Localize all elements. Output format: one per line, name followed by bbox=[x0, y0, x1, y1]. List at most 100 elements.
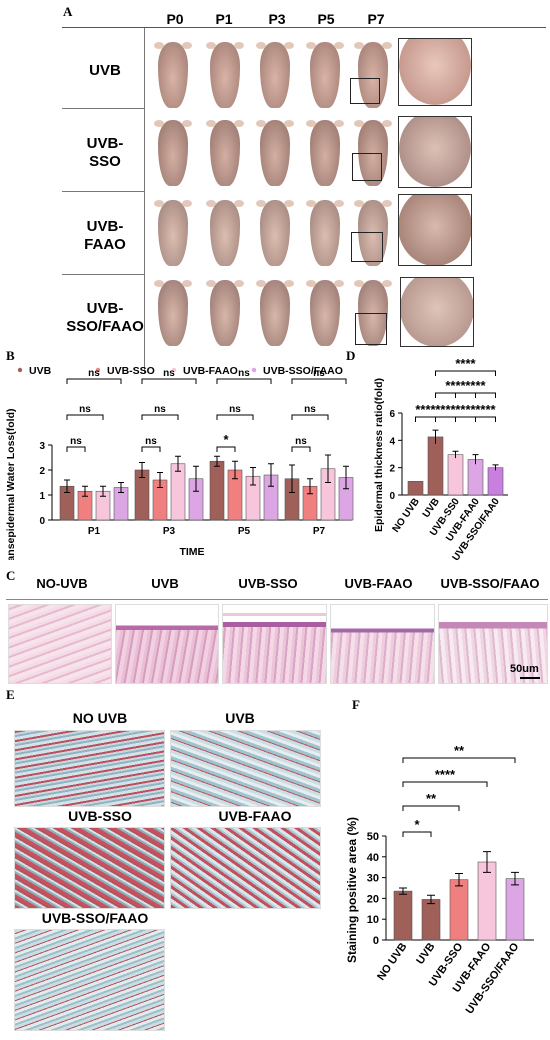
zoom-inset-uvb-sso-faao bbox=[400, 277, 474, 347]
zoom-region-box bbox=[355, 313, 387, 345]
mouse-ear bbox=[354, 120, 364, 127]
mouse-photo bbox=[210, 42, 240, 108]
sig-b-bracket bbox=[66, 446, 86, 452]
mouse-ear bbox=[284, 200, 294, 207]
mouse-ear bbox=[284, 280, 294, 287]
sig-f-bracket bbox=[402, 757, 516, 763]
y-tick-label: 10 bbox=[367, 914, 379, 926]
panel-e-letter: E bbox=[6, 687, 15, 702]
y-tick-label: 20 bbox=[367, 893, 379, 905]
error-bar bbox=[427, 894, 435, 905]
error-bar bbox=[214, 455, 220, 467]
mouse-photo bbox=[210, 280, 240, 346]
sig-b-bracket bbox=[291, 414, 329, 420]
mouse-photo bbox=[260, 42, 290, 108]
x-tick-label: NO UVB bbox=[391, 496, 422, 534]
sig-d-label: **** bbox=[435, 402, 456, 417]
sig-d-label: **** bbox=[455, 356, 476, 371]
hist-label-uvb: UVB bbox=[151, 576, 179, 591]
mouse-ear bbox=[256, 280, 266, 287]
panel-a-letter: A bbox=[63, 4, 73, 19]
mouse-ear bbox=[182, 120, 192, 127]
error-bar bbox=[250, 467, 256, 486]
x-tick-label: P5 bbox=[238, 526, 251, 537]
legend-marker bbox=[251, 367, 257, 373]
column-label-p5: P5 bbox=[317, 11, 335, 27]
chart-f: 0 10 20 30 40 50 Staining positive area (%) NO … bbox=[345, 743, 534, 1016]
sig-d-bracket bbox=[435, 416, 456, 422]
sig-b-label: ns bbox=[88, 368, 100, 379]
scale-bar-label: 50um bbox=[510, 663, 539, 675]
legend-label: UVB-FAAO bbox=[183, 365, 238, 377]
legend-label: UVB-SSO/FAAO bbox=[263, 365, 343, 377]
sig-b-bracket bbox=[216, 446, 236, 452]
sig-b-bracket bbox=[141, 414, 179, 420]
sig-d-bracket bbox=[475, 416, 496, 422]
mouse-photo bbox=[310, 200, 340, 266]
mouse-photo bbox=[210, 120, 240, 186]
y-tick-label: 3 bbox=[39, 441, 45, 452]
column-label-p0: P0 bbox=[166, 11, 184, 27]
error-bar bbox=[193, 465, 199, 492]
error-bar bbox=[307, 478, 313, 495]
bar bbox=[487, 467, 504, 496]
y-tick-label: 2 bbox=[389, 464, 395, 475]
mouse-ear bbox=[206, 120, 216, 127]
mouse-photo bbox=[158, 42, 188, 108]
zoom-inset-uvb-faao bbox=[398, 194, 472, 266]
hist-label-uvb-faao: UVB-FAAO bbox=[344, 576, 413, 591]
row-label-uvb: UVB bbox=[89, 62, 121, 79]
error-bar bbox=[118, 482, 124, 493]
mouse-ear bbox=[256, 200, 266, 207]
mouse-photo bbox=[260, 280, 290, 346]
he-stain-image-uvb-sso bbox=[222, 604, 327, 684]
grid-divider bbox=[62, 274, 144, 275]
panel-f-letter: F bbox=[352, 697, 360, 712]
sig-b-label: ns bbox=[163, 368, 175, 379]
mouse-ear bbox=[382, 200, 392, 207]
error-bar bbox=[455, 872, 463, 887]
masson-label-uvb: UVB bbox=[225, 710, 255, 726]
sig-b-bracket bbox=[66, 414, 104, 420]
x-tick-label: UVB bbox=[414, 941, 437, 967]
he-stain-image-uvb bbox=[115, 604, 219, 684]
mouse-ear bbox=[154, 280, 164, 287]
sig-b-label: ns bbox=[313, 368, 325, 379]
mouse-ear bbox=[334, 120, 344, 127]
sig-b-label: ns bbox=[238, 368, 250, 379]
error-bar bbox=[511, 871, 519, 886]
he-stain-image-uvb-sso-faao bbox=[438, 604, 548, 684]
hist-label-no-uvb: NO-UVB bbox=[36, 576, 88, 591]
error-bar bbox=[483, 851, 491, 873]
mouse-ear bbox=[382, 42, 392, 49]
x-tick-label: NO UVB bbox=[375, 941, 409, 983]
x-tick-label: P7 bbox=[313, 526, 326, 537]
sig-b-label: ns bbox=[304, 404, 316, 415]
sig-d-bracket bbox=[435, 370, 496, 376]
column-label-p1: P1 bbox=[215, 11, 233, 27]
bar bbox=[427, 436, 444, 496]
x-axis-label: TIME bbox=[179, 546, 204, 558]
y-tick-label: 6 bbox=[389, 409, 395, 420]
mouse-photo bbox=[310, 280, 340, 346]
sig-b-label: ns bbox=[79, 404, 91, 415]
y-tick-label: 30 bbox=[367, 873, 379, 885]
legend-marker bbox=[95, 367, 101, 373]
y-tick-label: 40 bbox=[367, 852, 379, 864]
error-bar bbox=[343, 465, 349, 490]
y-axis-label: Transepidermal Water Loss(fold) bbox=[5, 409, 17, 560]
masson-stain-image-uvb bbox=[170, 730, 321, 807]
sig-d-label: **** bbox=[455, 402, 476, 417]
mouse-ear bbox=[182, 42, 192, 49]
panel-a-photo-grid bbox=[62, 27, 546, 373]
mouse-ear bbox=[206, 280, 216, 287]
row-label-uvb-faao: UVB- FAAO bbox=[84, 218, 126, 253]
zoom-region-box bbox=[350, 78, 380, 104]
mouse-ear bbox=[354, 42, 364, 49]
error-bar bbox=[268, 463, 274, 487]
sig-d-bracket bbox=[455, 416, 476, 422]
grid-divider bbox=[62, 108, 144, 109]
masson-label-no-uvb: NO UVB bbox=[72, 710, 128, 726]
sig-b-bracket bbox=[216, 414, 254, 420]
column-label-p7: P7 bbox=[367, 11, 385, 27]
